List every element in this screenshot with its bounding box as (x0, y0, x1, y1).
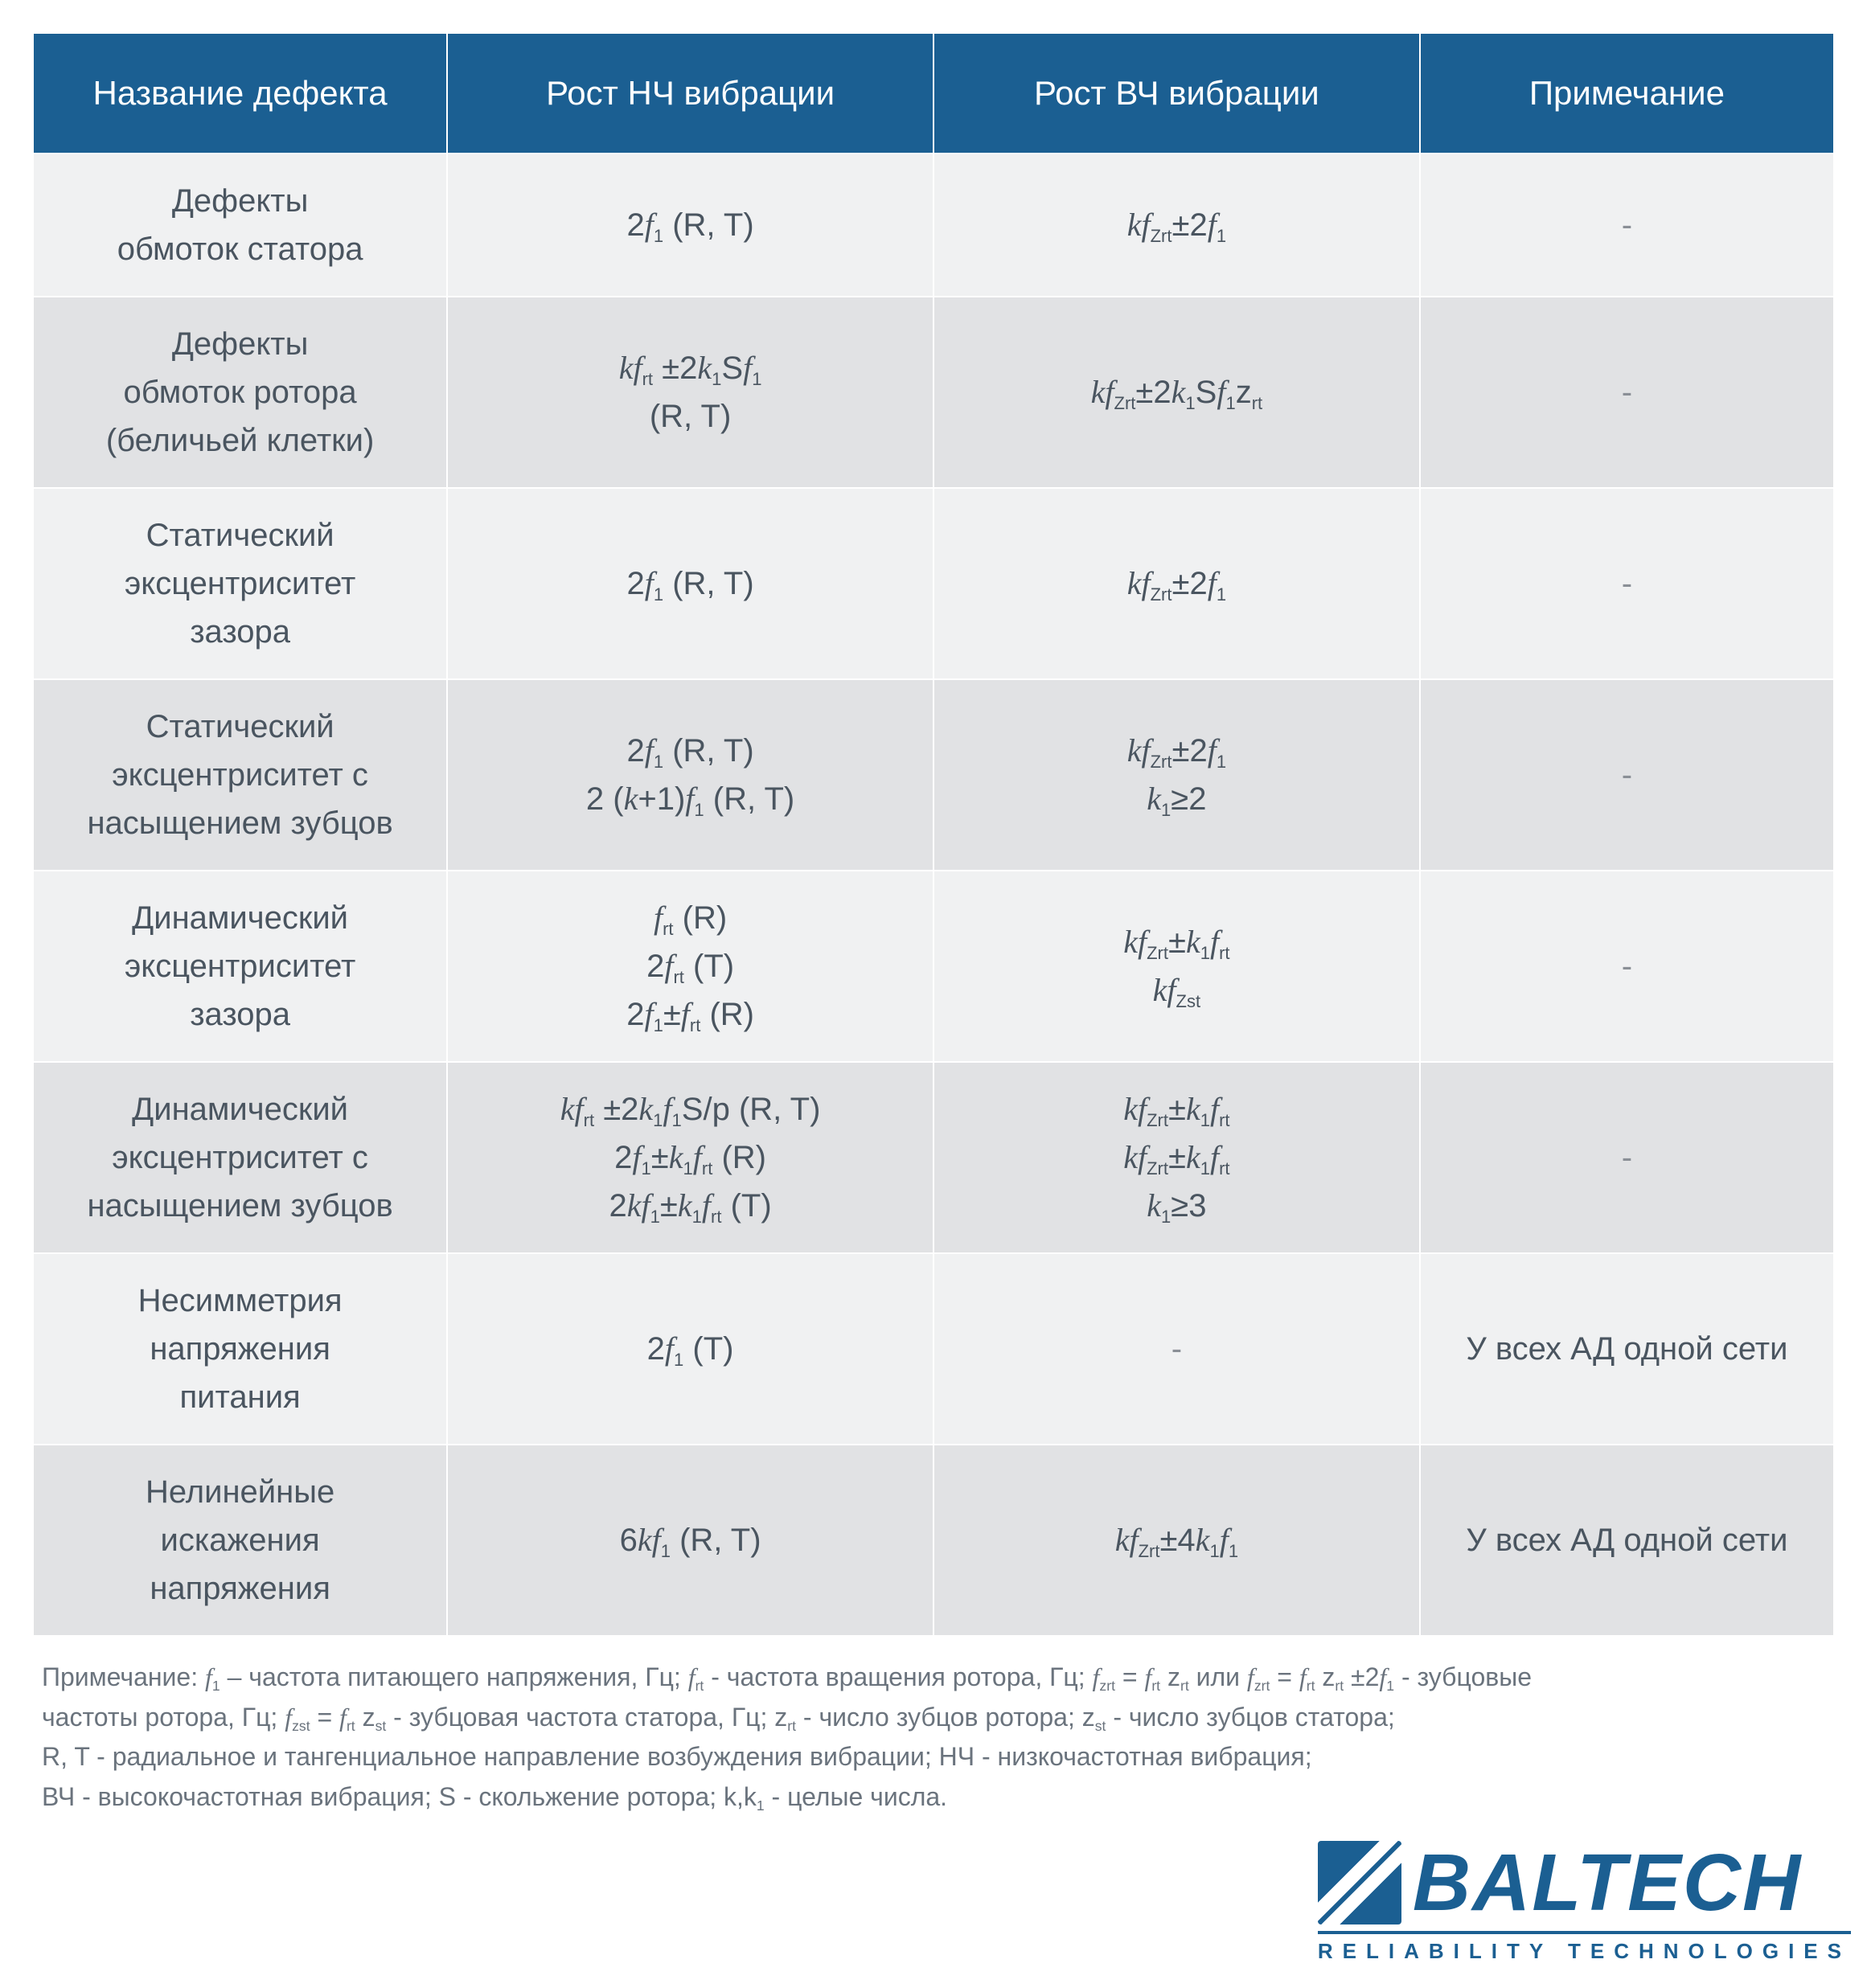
cell-lf: 2f1 (R, T)2 (k+1)f1 (R, T) (447, 679, 934, 871)
cell-defect: Нелинейныеискажениянапряжения (33, 1445, 447, 1636)
cell-lf: 2f1 (T) (447, 1253, 934, 1445)
brand-name: BALTECH (1413, 1842, 1802, 1923)
brand-divider (1318, 1931, 1851, 1934)
cell-lf: 6kf1 (R, T) (447, 1445, 934, 1636)
cell-hf: kfZrt±2f1 (934, 154, 1420, 297)
table-row: Статическийэксцентриситет снасыщением зу… (33, 679, 1834, 871)
col-header-lf: Рост НЧ вибрации (447, 33, 934, 154)
defects-table: Название дефекта Рост НЧ вибрации Рост В… (32, 32, 1835, 1637)
cell-defect: Статическийэксцентриситет снасыщением зу… (33, 679, 447, 871)
cell-hf: kfZrt±2f1k1≥2 (934, 679, 1420, 871)
cell-defect: Дефектыобмоток ротора(беличьей клетки) (33, 297, 447, 488)
cell-lf: kfrt ±2k1Sf1(R, T) (447, 297, 934, 488)
cell-hf: kfZrt±2f1 (934, 488, 1420, 679)
cell-defect: Динамическийэксцентриситет снасыщением з… (33, 1062, 447, 1253)
cell-hf: kfZrt±4k1f1 (934, 1445, 1420, 1636)
cell-lf: frt (R)2frt (T)2f1±frt (R) (447, 871, 934, 1062)
cell-defect: Динамическийэксцентриситетзазора (33, 871, 447, 1062)
cell-note: - (1420, 154, 1834, 297)
table-row: Дефектыобмоток статора2f1 (R, T)kfZrt±2f… (33, 154, 1834, 297)
cell-lf: kfrt ±2k1f1S/p (R, T)2f1±k1frt (R)2kf1±k… (447, 1062, 934, 1253)
brand-tagline: RELIABILITY TECHNOLOGIES (1318, 1939, 1851, 1964)
table-row: Динамическийэксцентриситет снасыщением з… (33, 1062, 1834, 1253)
col-header-note: Примечание (1420, 33, 1834, 154)
table-row: Несимметриянапряженияпитания2f1 (T)-У вс… (33, 1253, 1834, 1445)
cell-note: У всех АД одной сети (1420, 1253, 1834, 1445)
cell-lf: 2f1 (R, T) (447, 488, 934, 679)
table-header-row: Название дефекта Рост НЧ вибрации Рост В… (33, 33, 1834, 154)
cell-hf: - (934, 1253, 1420, 1445)
col-header-hf: Рост ВЧ вибрации (934, 33, 1420, 154)
cell-note: - (1420, 679, 1834, 871)
table-row: Статическийэксцентриситетзазора2f1 (R, T… (33, 488, 1834, 679)
table-row: Динамическийэксцентриситетзазораfrt (R)2… (33, 871, 1834, 1062)
cell-hf: kfZrt±k1frtkfZst (934, 871, 1420, 1062)
cell-hf: kfZrt±2k1Sf1zrt (934, 297, 1420, 488)
col-header-defect: Название дефекта (33, 33, 447, 154)
cell-defect: Дефектыобмоток статора (33, 154, 447, 297)
cell-hf: kfZrt±k1frtkfZrt±k1frtk1≥3 (934, 1062, 1420, 1253)
cell-defect: Статическийэксцентриситетзазора (33, 488, 447, 679)
cell-note: - (1420, 297, 1834, 488)
footnote-label: Примечание: (42, 1662, 198, 1691)
baltech-mark-icon (1318, 1841, 1401, 1924)
table-row: Дефектыобмоток ротора(беличьей клетки)kf… (33, 297, 1834, 488)
cell-note: - (1420, 488, 1834, 679)
table-row: Нелинейныеискажениянапряжения6kf1 (R, T)… (33, 1445, 1834, 1636)
cell-defect: Несимметриянапряженияпитания (33, 1253, 447, 1445)
cell-note: - (1420, 1062, 1834, 1253)
cell-note: У всех АД одной сети (1420, 1445, 1834, 1636)
cell-lf: 2f1 (R, T) (447, 154, 934, 297)
footnote-block: Примечание: f1 – частота питающего напря… (32, 1637, 1835, 1817)
cell-note: - (1420, 871, 1834, 1062)
brand-logo: BALTECH RELIABILITY TECHNOLOGIES (1318, 1841, 1851, 1964)
